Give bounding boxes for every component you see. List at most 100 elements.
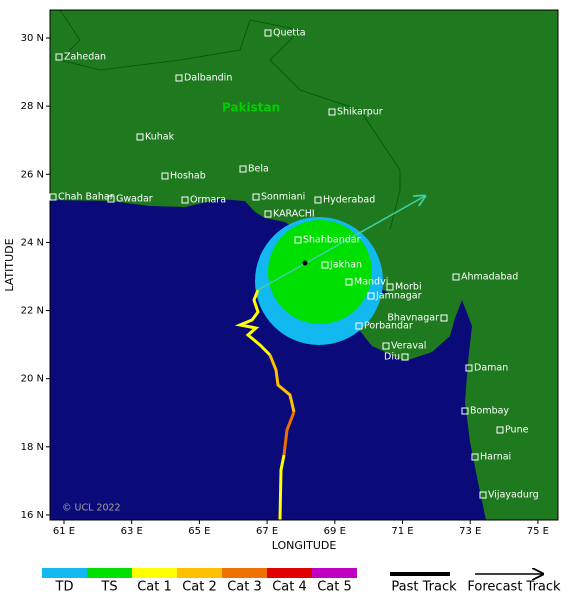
city-marker xyxy=(294,236,302,244)
city-label: Harnai xyxy=(480,452,511,463)
city-marker xyxy=(49,193,57,201)
city-marker xyxy=(321,261,329,269)
city-label: Chah Bahar xyxy=(58,192,114,203)
legend-swatch xyxy=(312,568,357,578)
legend-label: Forecast Track xyxy=(467,580,561,595)
x-tick-label: 67 E xyxy=(256,526,278,537)
city-marker xyxy=(479,491,487,499)
past-track-segment xyxy=(282,411,296,456)
city-marker xyxy=(367,292,375,300)
storm-center xyxy=(302,260,308,266)
city-label: Bombay xyxy=(470,406,509,417)
city-marker xyxy=(328,108,336,116)
x-tick-label: 65 E xyxy=(188,526,210,537)
legend-label: TD xyxy=(55,580,74,595)
city-label: Jakhan xyxy=(329,260,362,271)
city-label: Shahbandar xyxy=(303,235,361,246)
city-label: Vijayadurg xyxy=(488,490,539,501)
x-tick-label: 61 E xyxy=(53,526,75,537)
y-tick-label: 24 N xyxy=(21,237,44,248)
x-tick-label: 75 E xyxy=(527,526,549,537)
y-tick-label: 18 N xyxy=(21,442,44,453)
x-tick-label: 69 E xyxy=(324,526,346,537)
y-tick-label: 26 N xyxy=(21,169,44,180)
y-tick-label: 22 N xyxy=(21,306,44,317)
city-label: Sonmiani xyxy=(261,192,305,203)
city-label: Shikarpur xyxy=(337,107,383,118)
city-label: Porbandar xyxy=(364,321,413,332)
city-label: Ahmadabad xyxy=(461,272,518,283)
city-label: Mandvi xyxy=(354,277,388,288)
city-marker xyxy=(465,364,473,372)
city-label: Kuhak xyxy=(145,132,175,143)
city-marker xyxy=(386,283,394,291)
city-marker xyxy=(461,407,469,415)
city-label: Ormara xyxy=(190,195,226,206)
y-tick-label: 20 N xyxy=(21,374,44,385)
y-axis-title: LATITUDE xyxy=(3,238,16,291)
legend-label: Cat 5 xyxy=(317,580,352,595)
city-label: Diu xyxy=(384,352,400,363)
city-label: Hyderabad xyxy=(323,195,375,206)
city-marker xyxy=(107,195,115,203)
city-marker xyxy=(452,273,460,281)
city-label: KARACHI xyxy=(273,209,315,220)
city-marker xyxy=(239,165,247,173)
city-label: Zahedan xyxy=(64,52,106,63)
x-axis-title: LONGITUDE xyxy=(272,539,337,552)
city-label: Bhavnagar xyxy=(387,313,439,324)
past-track-segment xyxy=(278,454,286,520)
x-tick-label: 63 E xyxy=(121,526,143,537)
y-tick-label: 30 N xyxy=(21,33,44,44)
legend-label: Cat 2 xyxy=(182,580,217,595)
city-label: Morbi xyxy=(395,282,422,293)
legend-swatch xyxy=(132,568,177,578)
legend-label: Cat 1 xyxy=(137,580,172,595)
legend-label: Past Track xyxy=(391,580,457,595)
city-marker xyxy=(382,342,390,350)
city-label: Dalbandin xyxy=(184,73,232,84)
city-marker xyxy=(136,133,144,141)
sea xyxy=(50,199,486,520)
city-marker xyxy=(55,53,63,61)
copyright: © UCL 2022 xyxy=(62,503,121,514)
y-tick-label: 28 N xyxy=(21,101,44,112)
x-tick-label: 73 E xyxy=(459,526,481,537)
country-label: Pakistan xyxy=(222,101,280,115)
ts-wind-radius xyxy=(268,220,372,324)
city-label: Gwadar xyxy=(116,194,153,205)
legend-label: Cat 3 xyxy=(227,580,262,595)
borders xyxy=(59,10,401,231)
legend-swatch xyxy=(87,568,132,578)
city-marker xyxy=(181,196,189,204)
city-label: Daman xyxy=(474,363,508,374)
plot-frame xyxy=(49,9,559,521)
city-label: Jamnagar xyxy=(375,291,422,302)
city-label: Hoshab xyxy=(170,171,206,182)
map-area xyxy=(50,10,558,520)
legend-swatch xyxy=(222,568,267,578)
legend-swatch xyxy=(177,568,222,578)
past-track-segment xyxy=(234,289,272,357)
city-marker xyxy=(264,29,272,37)
city-marker xyxy=(471,453,479,461)
city-marker xyxy=(314,196,322,204)
city-label: Quetta xyxy=(273,28,306,39)
city-marker xyxy=(440,314,448,322)
forecast-track xyxy=(257,196,425,291)
legend-label: TS xyxy=(100,580,117,595)
city-label: Veraval xyxy=(391,341,426,352)
city-marker xyxy=(355,322,363,330)
past-track-segment xyxy=(268,354,296,413)
city-marker xyxy=(401,353,409,361)
city-marker xyxy=(252,193,260,201)
city-label: Pune xyxy=(505,425,529,436)
city-marker xyxy=(161,172,169,180)
legend-label: Cat 4 xyxy=(272,580,307,595)
city-marker xyxy=(496,426,504,434)
legend-swatch xyxy=(267,568,312,578)
legend-swatch xyxy=(42,568,87,578)
y-tick-label: 16 N xyxy=(21,510,44,521)
city-label: Bela xyxy=(248,164,269,175)
